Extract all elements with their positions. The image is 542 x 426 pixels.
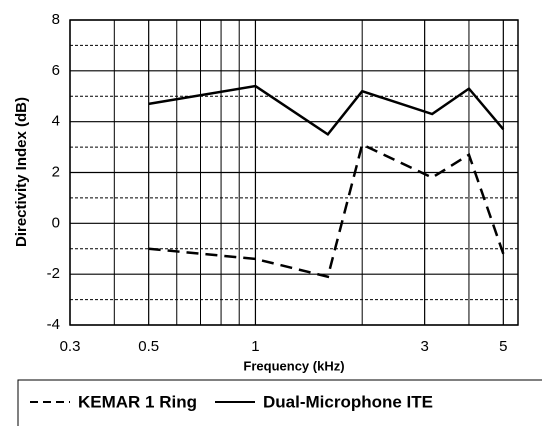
- series-line: [148, 84, 505, 137]
- x-tick-label: 5: [499, 338, 507, 355]
- x-tick-label: 1: [251, 338, 259, 355]
- y-tick-label: -2: [47, 265, 60, 282]
- y-tick-label: 6: [52, 62, 60, 79]
- x-axis-label: Frequency (kHz): [243, 358, 344, 373]
- y-tick-label: -4: [47, 316, 60, 333]
- legend-label: Dual-Microphone ITE: [263, 392, 433, 411]
- x-tick-label: 3: [420, 338, 428, 355]
- legend-label: KEMAR 1 Ring: [78, 392, 197, 411]
- series-line: [148, 142, 505, 279]
- y-tick-label: 2: [52, 163, 60, 180]
- y-tick-label: 8: [52, 11, 60, 28]
- y-tick-label: 0: [52, 214, 60, 231]
- x-tick-label: 0.5: [138, 338, 159, 355]
- x-tick-label: 0.3: [60, 338, 81, 355]
- y-tick-label: 4: [52, 113, 60, 130]
- y-axis-label: Directivity Index (dB): [13, 97, 30, 247]
- plot-frame: [69, 19, 519, 326]
- legend-box: [17, 379, 542, 426]
